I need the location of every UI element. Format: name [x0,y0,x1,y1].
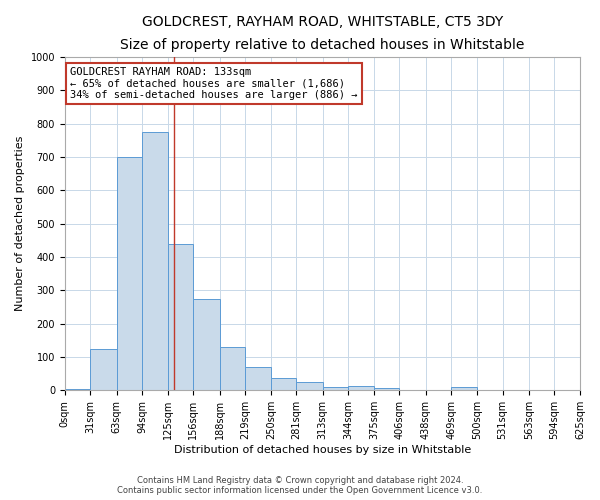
Bar [451,387,477,390]
X-axis label: Distribution of detached houses by size in Whitstable: Distribution of detached houses by size … [174,445,471,455]
Bar [142,132,168,390]
Bar [296,382,323,390]
Bar [220,347,245,391]
Bar [245,367,271,390]
Bar [374,388,400,390]
Bar [91,348,117,391]
Bar [168,244,193,390]
Bar [271,378,296,390]
Bar [349,386,374,390]
Text: Contains HM Land Registry data © Crown copyright and database right 2024.
Contai: Contains HM Land Registry data © Crown c… [118,476,482,495]
Bar [193,298,220,390]
Bar [323,387,349,390]
Text: GOLDCREST RAYHAM ROAD: 133sqm
← 65% of detached houses are smaller (1,686)
34% o: GOLDCREST RAYHAM ROAD: 133sqm ← 65% of d… [70,67,358,100]
Title: GOLDCREST, RAYHAM ROAD, WHITSTABLE, CT5 3DY
Size of property relative to detache: GOLDCREST, RAYHAM ROAD, WHITSTABLE, CT5 … [120,15,524,52]
Bar [117,157,142,390]
Bar [65,388,91,390]
Y-axis label: Number of detached properties: Number of detached properties [15,136,25,312]
